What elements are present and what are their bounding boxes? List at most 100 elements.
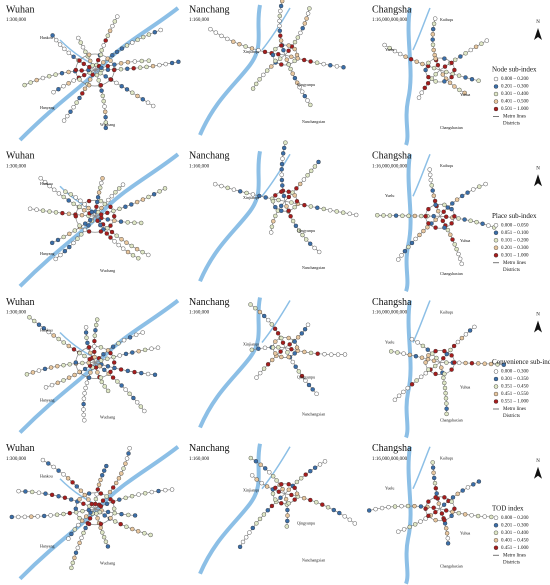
- metro-line: [52, 35, 96, 71]
- station: [140, 197, 146, 202]
- station: [110, 53, 115, 58]
- station: [401, 389, 406, 395]
- station: [465, 485, 471, 490]
- station: [329, 352, 334, 357]
- city-name: Wuhan: [6, 443, 34, 454]
- station: [418, 504, 424, 509]
- station: [393, 213, 399, 218]
- station: [95, 516, 100, 521]
- station: [387, 213, 392, 218]
- station: [66, 536, 71, 541]
- station: [261, 366, 267, 371]
- legend-label: Metro lines: [503, 407, 526, 412]
- station: [292, 497, 297, 502]
- legend-label: 0.301 – 0.400: [501, 92, 529, 97]
- station: [455, 491, 460, 497]
- station: [328, 208, 333, 213]
- station: [317, 462, 323, 467]
- station: [433, 517, 438, 523]
- station: [445, 205, 450, 210]
- station: [436, 501, 441, 506]
- station: [105, 509, 111, 515]
- station: [51, 89, 56, 95]
- station: [72, 372, 77, 378]
- station: [116, 341, 121, 346]
- station: [420, 343, 426, 349]
- station: [130, 526, 135, 532]
- map-scale: 1:300,000: [6, 18, 27, 23]
- station: [50, 33, 55, 38]
- station: [162, 186, 168, 191]
- station: [81, 407, 86, 412]
- station: [125, 66, 130, 72]
- station: [469, 360, 475, 366]
- legend-symbol: [493, 245, 499, 250]
- station: [281, 193, 287, 199]
- legend-symbol: [493, 76, 499, 82]
- station: [93, 496, 99, 502]
- station: [471, 482, 476, 487]
- station: [150, 63, 156, 69]
- station: [92, 344, 97, 349]
- station: [292, 339, 297, 344]
- station: [486, 223, 491, 228]
- river: [404, 446, 413, 585]
- station: [136, 492, 141, 497]
- station: [116, 476, 122, 481]
- district-label: Hanyang: [40, 544, 54, 549]
- station: [271, 219, 276, 224]
- station: [82, 221, 88, 226]
- station: [95, 370, 100, 375]
- station: [451, 343, 457, 349]
- station: [419, 90, 424, 95]
- station: [96, 190, 102, 195]
- station: [86, 198, 92, 204]
- legend-symbol: [493, 523, 499, 528]
- station: [53, 256, 58, 262]
- station: [429, 183, 434, 188]
- station: [462, 217, 467, 222]
- legend-label: Districts: [503, 560, 520, 565]
- station: [62, 46, 67, 52]
- metro-line: [439, 215, 495, 228]
- station: [418, 519, 423, 524]
- station: [66, 343, 72, 349]
- station: [86, 345, 92, 350]
- station: [294, 479, 300, 485]
- station: [16, 514, 21, 520]
- station: [127, 391, 132, 397]
- station: [119, 511, 124, 517]
- station: [299, 476, 304, 481]
- station: [213, 30, 219, 35]
- station: [112, 365, 117, 371]
- station: [53, 72, 58, 77]
- district-label: Yuelu: [385, 339, 394, 344]
- station: [449, 499, 454, 504]
- station: [444, 360, 449, 365]
- legend-label: 0.201 – 0.300: [501, 246, 529, 251]
- legend-label: Districts: [503, 414, 520, 419]
- station: [432, 198, 438, 204]
- station: [430, 37, 435, 42]
- station: [294, 52, 300, 58]
- station: [16, 488, 21, 494]
- station: [273, 339, 278, 344]
- map-scale: 1:16,000,000,000: [372, 311, 408, 316]
- station: [237, 189, 243, 194]
- station: [423, 360, 428, 365]
- map-scale: 1:300,000: [6, 311, 27, 316]
- station: [66, 198, 71, 203]
- station: [300, 232, 305, 238]
- station: [292, 351, 297, 356]
- station: [303, 378, 308, 383]
- station: [396, 257, 401, 262]
- station: [476, 361, 481, 366]
- station: [279, 161, 285, 167]
- station: [114, 80, 119, 86]
- station: [449, 206, 454, 212]
- station: [79, 232, 84, 237]
- station: [430, 460, 435, 465]
- station: [289, 54, 294, 59]
- map-row: Wuhan 1:300,000 Hankou Hanyang Wuchang Nancha…: [6, 0, 542, 146]
- station: [108, 515, 113, 521]
